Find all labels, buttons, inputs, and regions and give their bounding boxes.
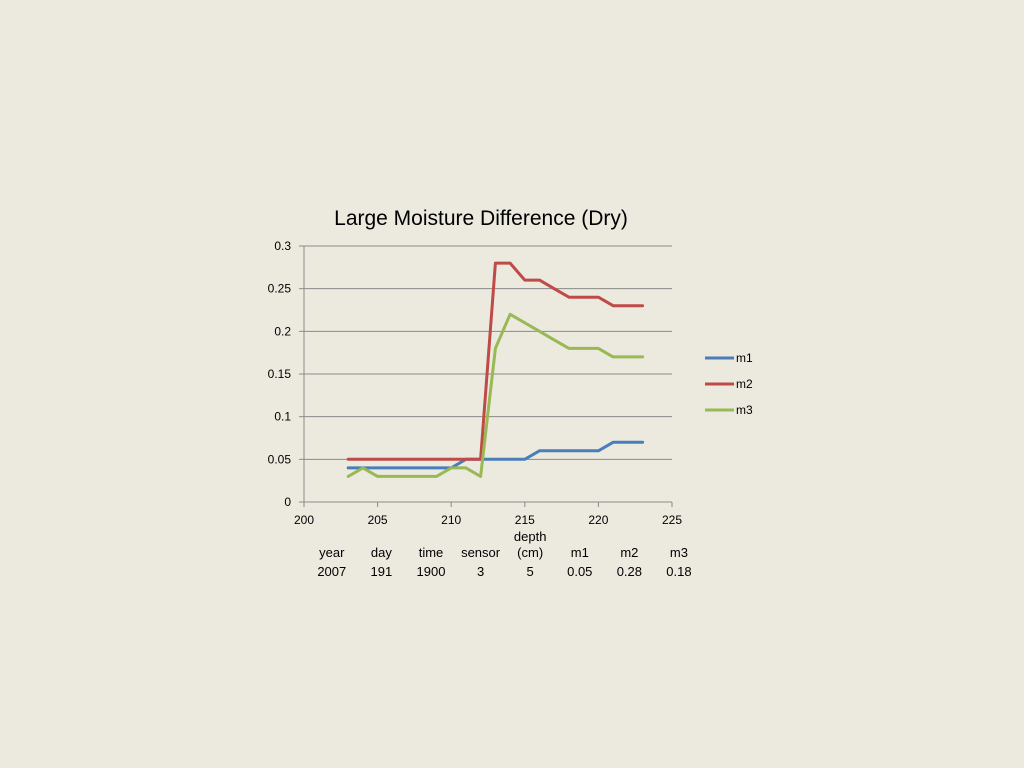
series-line-m2 [346,261,645,461]
info-value-cell: 0.05 [567,564,593,579]
info-value-cell: 1900 [416,564,446,579]
x-tick-label: 205 [368,513,388,527]
info-value-cell: 2007 [317,564,347,579]
x-tick-label: 225 [662,513,682,527]
y-tick-label: 0.3 [274,239,291,253]
y-tick-label: 0.1 [274,410,291,424]
legend-label-m2: m2 [736,377,753,391]
info-header-cell: year [319,545,345,560]
legend-label-m3: m3 [736,403,753,417]
info-value-cell: 0.28 [616,564,643,579]
info-header-cell: m2 [620,545,639,560]
chart-title: Large Moisture Difference (Dry) [334,207,628,230]
info-value-cell: 191 [370,564,393,579]
y-tick-label: 0.15 [268,367,292,381]
info-header-line: (cm) [517,545,544,560]
info-header-cell: sensor [461,545,501,560]
info-header-cell: day [370,545,392,560]
series-lines [346,261,645,478]
x-tick-label: 215 [515,513,535,527]
info-header-row: year day time sensor depth (cm) m1 m2 m3 [307,529,704,561]
info-header-cell: depth (cm) [505,529,555,561]
info-value-cell: 3 [476,564,485,579]
x-tick-label: 220 [588,513,608,527]
series-line-m3 [346,312,645,478]
legend: m1 m2 m3 [705,351,753,417]
info-value-cell: 5 [526,564,534,579]
info-value-cell: 0.18 [666,564,692,579]
info-value-row: 2007 191 1900 3 5 0.05 0.28 0.18 [307,561,704,583]
series-line-m1 [346,440,645,470]
legend-label-m1: m1 [736,351,753,365]
x-tick-label: 210 [441,513,461,527]
axes: 0 0.05 0.1 0.15 0.2 0.25 0.3 200 205 210 215 220 225 [268,239,683,527]
x-tick-label: 200 [294,513,314,527]
info-header-cell: m1 [570,545,589,560]
info-header-cell: m3 [669,545,688,560]
info-header-line: depth [513,529,547,544]
y-tick-label: 0.25 [268,282,292,296]
measurement-info-table: year day time sensor depth (cm) m1 m2 m3 2007 191… [307,529,704,583]
y-tick-label: 0.05 [268,452,292,466]
y-tick-label: 0.2 [274,324,291,338]
y-tick-label: 0 [284,495,291,509]
info-header-cell: time [418,545,444,560]
